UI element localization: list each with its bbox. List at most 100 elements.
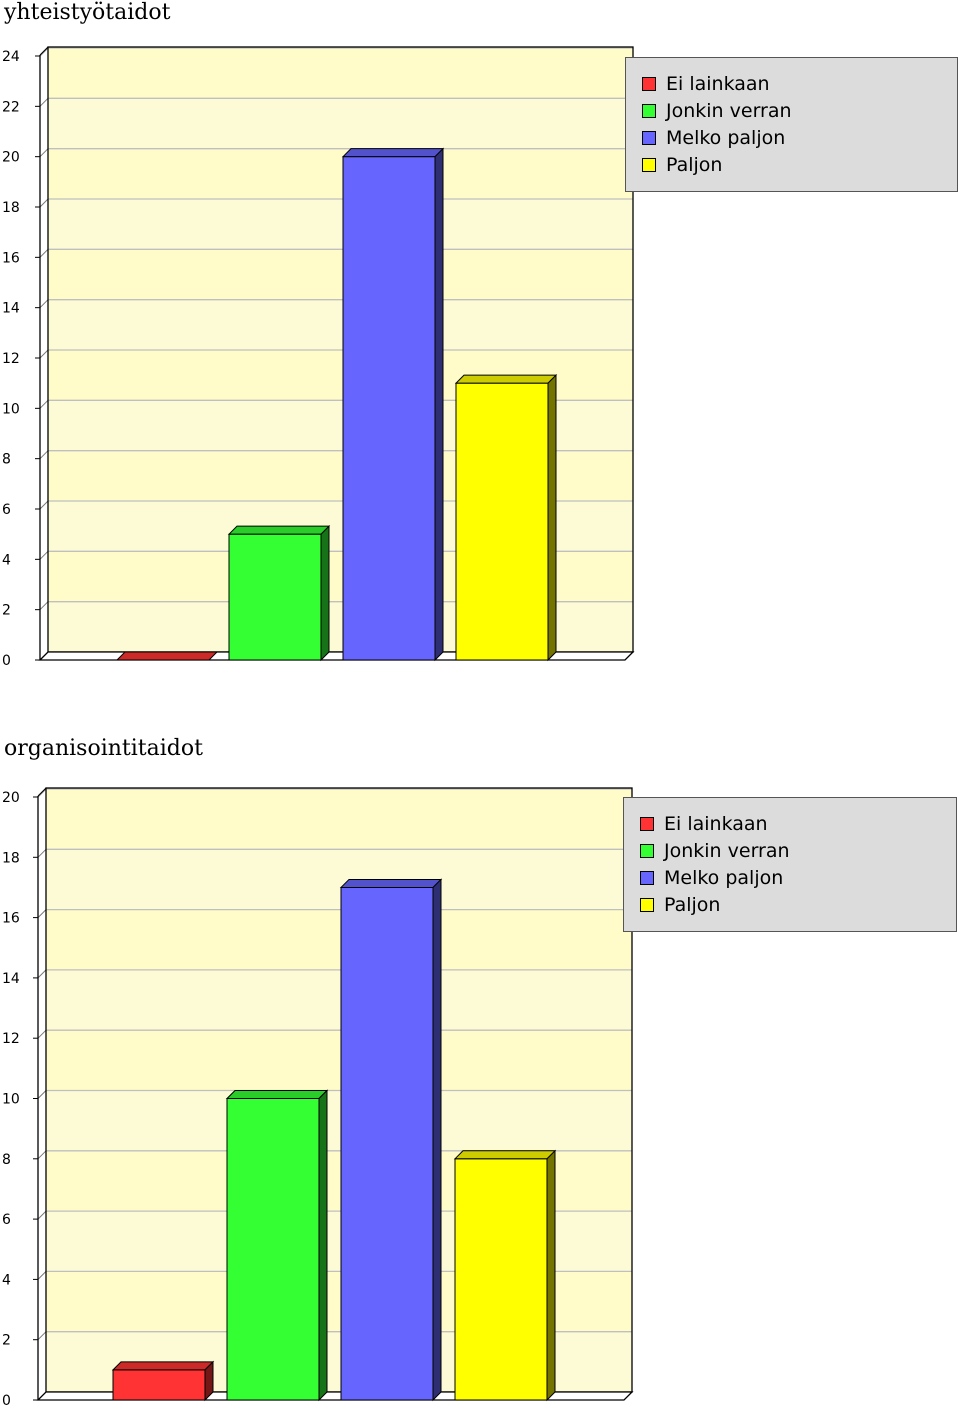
y-tick-label: 14 — [2, 971, 20, 987]
y-tick-label: 2 — [2, 603, 11, 619]
y-tick-label: 12 — [2, 351, 20, 367]
bar-top — [339, 878, 443, 888]
legend-item: Jonkin verran — [642, 97, 957, 124]
gridline-diagonal — [39, 248, 49, 258]
legend-swatch — [642, 76, 656, 91]
y-tick-label: 0 — [2, 653, 11, 669]
bar-side — [546, 1149, 556, 1402]
y-tick-label: 6 — [2, 1212, 11, 1228]
gridline-diagonal — [39, 148, 49, 158]
legend-item: Melko paljon — [640, 864, 956, 891]
bar-side — [320, 524, 330, 662]
gridline-diagonal — [39, 399, 49, 409]
legend-label: Melko paljon — [666, 126, 786, 149]
chart-title: organisointitaidot — [4, 736, 203, 761]
y-tick-label: 16 — [2, 911, 20, 927]
plot-band — [46, 909, 632, 970]
gridline-diagonal — [39, 500, 49, 510]
bar-top — [227, 525, 331, 535]
bar — [225, 1089, 329, 1402]
plot-band — [48, 48, 633, 99]
bar — [111, 1360, 215, 1402]
bar-front — [226, 1098, 320, 1401]
y-tick-label: 12 — [2, 1031, 20, 1047]
legend-item: Ei lainkaan — [642, 70, 957, 97]
legend-label: Ei lainkaan — [664, 812, 768, 835]
plot-band — [46, 1090, 632, 1151]
gridline-diagonal — [37, 969, 47, 979]
y-tick-label: 16 — [2, 250, 20, 266]
legend-item: Paljon — [640, 891, 956, 918]
legend-item: Ei lainkaan — [640, 810, 956, 837]
legend: Ei lainkaan Jonkin verran Melko paljon P… — [625, 57, 958, 192]
legend-swatch — [640, 816, 654, 831]
legend-swatch — [642, 103, 656, 118]
bar-top — [454, 374, 558, 384]
bar — [339, 878, 443, 1402]
gridline-diagonal — [37, 1090, 47, 1099]
bar-side — [204, 1360, 214, 1402]
axis-corner — [37, 787, 47, 797]
gridline-diagonal — [37, 1331, 47, 1341]
plot-band — [48, 299, 633, 350]
gridline-diagonal — [37, 848, 47, 858]
gridline-diagonal — [39, 450, 49, 460]
bar-side — [434, 147, 444, 662]
legend-label: Paljon — [664, 893, 721, 916]
gridline-diagonal — [37, 909, 47, 918]
legend-swatch — [642, 157, 656, 172]
gridline-diagonal — [39, 198, 49, 208]
bar-front — [454, 1158, 548, 1401]
axis-corner — [39, 46, 49, 56]
bar-side — [547, 373, 557, 662]
bar — [341, 147, 445, 662]
legend-swatch — [640, 897, 654, 912]
gridline-diagonal — [39, 299, 49, 309]
legend-swatch — [640, 843, 654, 858]
gridline-diagonal — [37, 1271, 47, 1280]
plot-band — [46, 969, 632, 1031]
legend-label: Jonkin verran — [664, 839, 790, 862]
bar-front — [455, 382, 549, 661]
plot-band — [46, 1030, 632, 1091]
y-tick-label: 20 — [2, 150, 20, 166]
plot-band — [48, 148, 633, 199]
legend-label: Paljon — [666, 153, 723, 176]
bar-top — [225, 1090, 329, 1099]
legend-item: Melko paljon — [642, 124, 957, 151]
y-tick-label: 4 — [2, 1272, 11, 1288]
bar-top — [111, 1361, 215, 1371]
plot-band — [46, 789, 632, 850]
y-tick-label: 4 — [2, 552, 11, 568]
chart-2: organisointitaidot 0 2 4 6 8 10 12 14 16 18 20 Ei … — [0, 730, 960, 1410]
gridline-diagonal — [39, 97, 49, 107]
gridline-diagonal — [39, 601, 49, 611]
legend-label: Ei lainkaan — [666, 72, 770, 95]
bar-side — [318, 1089, 328, 1402]
plot-band — [48, 98, 633, 149]
plot-band — [48, 199, 633, 250]
bar-front — [340, 886, 434, 1401]
gridline-diagonal — [39, 47, 49, 57]
gridline-diagonal — [37, 788, 47, 798]
bar — [454, 373, 558, 662]
y-tick-label: 18 — [2, 200, 20, 216]
legend-label: Melko paljon — [664, 866, 784, 889]
y-tick-label: 18 — [2, 850, 20, 866]
gridline-diagonal — [37, 1210, 47, 1220]
bar — [453, 1149, 557, 1402]
y-tick-label: 6 — [2, 502, 11, 518]
legend-label: Jonkin verran — [666, 99, 792, 122]
chart-title: yhteistyötaidot — [4, 0, 171, 25]
bar-top — [341, 148, 445, 158]
bar-side — [432, 878, 442, 1402]
y-tick-label: 0 — [2, 1393, 11, 1409]
bar-front — [112, 1369, 206, 1401]
y-tick-label: 24 — [2, 49, 20, 65]
bar-front — [342, 156, 436, 661]
bar — [115, 651, 219, 661]
y-tick-label: 2 — [2, 1333, 11, 1349]
bar-front — [228, 533, 322, 661]
y-tick-label: 14 — [2, 301, 20, 317]
